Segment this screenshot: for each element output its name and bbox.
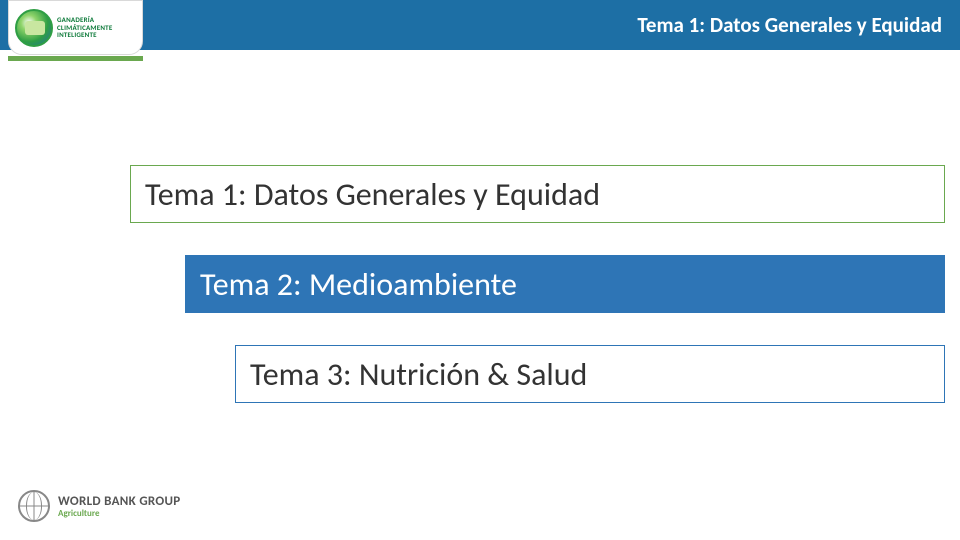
tema-2-label: Tema 2: Medioambiente [200, 265, 517, 304]
footer-text: WORLD BANK GROUP Agriculture [58, 495, 181, 518]
top-logo-badge: GANADERÍA CLIMÁTICAMENTE INTELIGENTE [8, 0, 143, 55]
footer-sub: Agriculture [58, 509, 181, 518]
footer-main: WORLD BANK GROUP [58, 495, 181, 508]
worldbank-globe-icon [18, 490, 50, 522]
tema-2-box: Tema 2: Medioambiente [185, 255, 945, 313]
footer-logo: WORLD BANK GROUP Agriculture [18, 490, 181, 522]
tema-3-label: Tema 3: Nutrición & Salud [250, 355, 587, 394]
logo-underline [8, 56, 143, 61]
logo-text: GANADERÍA CLIMÁTICAMENTE INTELIGENTE [57, 16, 112, 39]
header-bar: Tema 1: Datos Generales y Equidad [0, 0, 960, 50]
header-title: Tema 1: Datos Generales y Equidad [637, 12, 942, 38]
tema-1-label: Tema 1: Datos Generales y Equidad [145, 175, 600, 214]
tema-1-box: Tema 1: Datos Generales y Equidad [130, 165, 945, 223]
logo-line-3: INTELIGENTE [57, 31, 112, 39]
globe-icon [15, 9, 53, 47]
tema-3-box: Tema 3: Nutrición & Salud [235, 345, 945, 403]
